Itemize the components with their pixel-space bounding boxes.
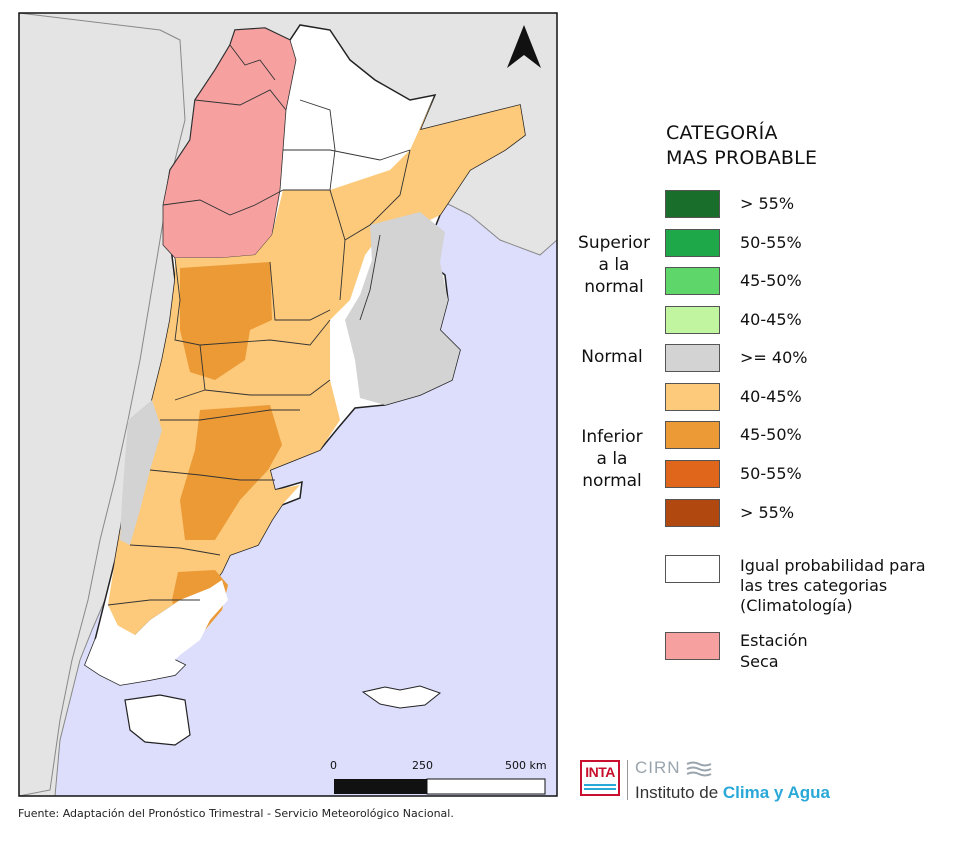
logo-separator [627, 760, 628, 800]
legend-swatch [665, 499, 720, 527]
inta-logo-icon [580, 760, 620, 796]
legend-swatch [665, 344, 720, 372]
chile [19, 13, 186, 796]
legend-group-inferior: Inferior a la normal [581, 427, 643, 491]
north-arrow-icon [507, 25, 541, 68]
institute-name: Instituto de Clima y Agua [635, 783, 830, 802]
equal-prob-south [85, 580, 228, 685]
waves-icon [686, 761, 712, 777]
cirn-logo-text: CIRN [635, 758, 712, 778]
legend-swatch [665, 190, 720, 218]
inferior-45-50-north [180, 262, 272, 380]
legend-group-normal: Normal [581, 347, 643, 367]
falkland-islands [361, 685, 442, 709]
swatch-equal-probability [665, 555, 720, 583]
scale-label-0: 0 [330, 759, 337, 772]
legend-label: > 55% [740, 194, 795, 213]
legend-swatch [665, 460, 720, 488]
province-borders [107, 44, 411, 606]
legend-swatch [665, 306, 720, 334]
legend-label: 45-50% [740, 271, 802, 290]
inta-logo-text: INTA [585, 764, 615, 780]
swatch-dry-season [665, 632, 720, 660]
scale-label-250: 250 [412, 759, 433, 772]
normal-region-west [120, 400, 162, 545]
label-dry-season: Estación Seca [740, 631, 808, 671]
legend-title: CATEGORÍA MAS PROBABLE [666, 122, 818, 169]
legend-label: 45-50% [740, 425, 802, 444]
legend-swatch [665, 383, 720, 411]
source-note: Fuente: Adaptación del Pronóstico Trimes… [18, 807, 454, 820]
normal-region-east [345, 212, 460, 405]
legend-group-superior: Superior a la normal [578, 233, 650, 297]
legend-label: 40-45% [740, 310, 802, 329]
legend-label: 50-55% [740, 464, 802, 483]
legend-swatch [665, 229, 720, 257]
legend-label: 50-55% [740, 233, 802, 252]
legend-label: >= 40% [740, 348, 808, 367]
legend-swatch [665, 267, 720, 295]
map-frame [18, 12, 558, 797]
label-equal-probability: Igual probabilidad para las tres categor… [740, 556, 926, 615]
legend-swatch [665, 421, 720, 449]
scale-bar [334, 778, 546, 795]
legend-label: 40-45% [740, 387, 802, 406]
scale-label-500: 500 km [505, 759, 547, 772]
tierra-del-fuego [124, 694, 191, 746]
inferior-45-50-central [180, 405, 282, 540]
legend-label: > 55% [740, 503, 795, 522]
